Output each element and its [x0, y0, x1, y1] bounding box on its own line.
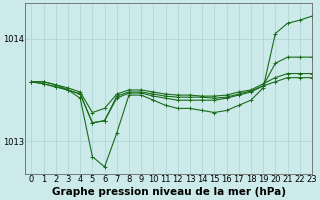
X-axis label: Graphe pression niveau de la mer (hPa): Graphe pression niveau de la mer (hPa): [52, 187, 286, 197]
